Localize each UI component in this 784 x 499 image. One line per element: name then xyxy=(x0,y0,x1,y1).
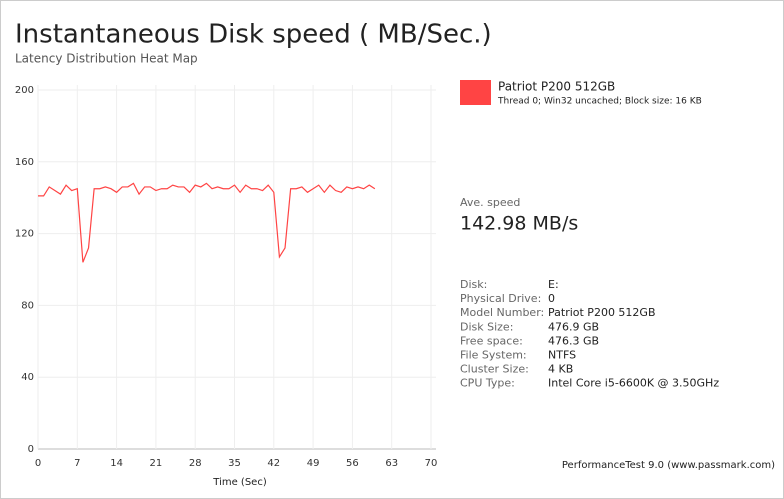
detail-value: 0 xyxy=(548,292,555,305)
y-tick-label: 0 xyxy=(28,444,34,455)
x-tick-label: 7 xyxy=(74,458,80,469)
detail-value: 476.9 GB xyxy=(548,320,599,333)
data-line xyxy=(38,182,376,263)
avg-value: 142.98 MB/s xyxy=(460,213,578,235)
detail-value: Patriot P200 512GB xyxy=(548,306,656,319)
detail-value: 4 KB xyxy=(548,363,573,376)
x-axis-title: Time (Sec) xyxy=(212,477,267,488)
chart-title: Instantaneous Disk speed ( MB/Sec.) xyxy=(15,20,492,50)
detail-label: CPU Type: xyxy=(460,377,515,390)
detail-value: NTFS xyxy=(548,349,576,362)
detail-label: Disk: xyxy=(460,278,487,291)
x-tick-label: 70 xyxy=(425,458,438,469)
footer: PerformanceTest 9.0 (www.passmark.com) xyxy=(562,460,775,471)
y-tick-label: 200 xyxy=(15,85,34,96)
y-tick-label: 40 xyxy=(21,372,34,383)
legend-label: Patriot P200 512GB xyxy=(498,80,615,94)
x-tick-label: 42 xyxy=(267,458,280,469)
x-tick-label: 49 xyxy=(307,458,320,469)
detail-label: Free space: xyxy=(460,334,523,347)
x-tick-label: 28 xyxy=(189,458,202,469)
legend-swatch xyxy=(460,80,491,105)
detail-label: Cluster Size: xyxy=(460,363,529,376)
x-tick-label: 35 xyxy=(228,458,241,469)
detail-label: Physical Drive: xyxy=(460,292,541,305)
detail-value: Intel Core i5-6600K @ 3.50GHz xyxy=(548,377,719,390)
y-tick-label: 120 xyxy=(15,229,34,240)
x-tick-label: 56 xyxy=(346,458,359,469)
chart-subtitle: Latency Distribution Heat Map xyxy=(15,52,198,66)
y-tick-label: 80 xyxy=(21,300,34,311)
detail-label: Model Number: xyxy=(460,306,544,319)
legend-description: Thread 0; Win32 uncached; Block size: 16… xyxy=(497,97,702,107)
y-tick-label: 160 xyxy=(15,157,34,168)
x-tick-label: 0 xyxy=(35,458,41,469)
detail-value: 476.3 GB xyxy=(548,334,599,347)
x-tick-label: 63 xyxy=(385,458,398,469)
detail-label: File System: xyxy=(460,349,527,362)
x-tick-label: 14 xyxy=(110,458,123,469)
avg-label: Ave. speed xyxy=(460,196,520,209)
detail-value: E: xyxy=(548,278,559,291)
x-tick-label: 21 xyxy=(150,458,163,469)
detail-label: Disk Size: xyxy=(460,320,513,333)
